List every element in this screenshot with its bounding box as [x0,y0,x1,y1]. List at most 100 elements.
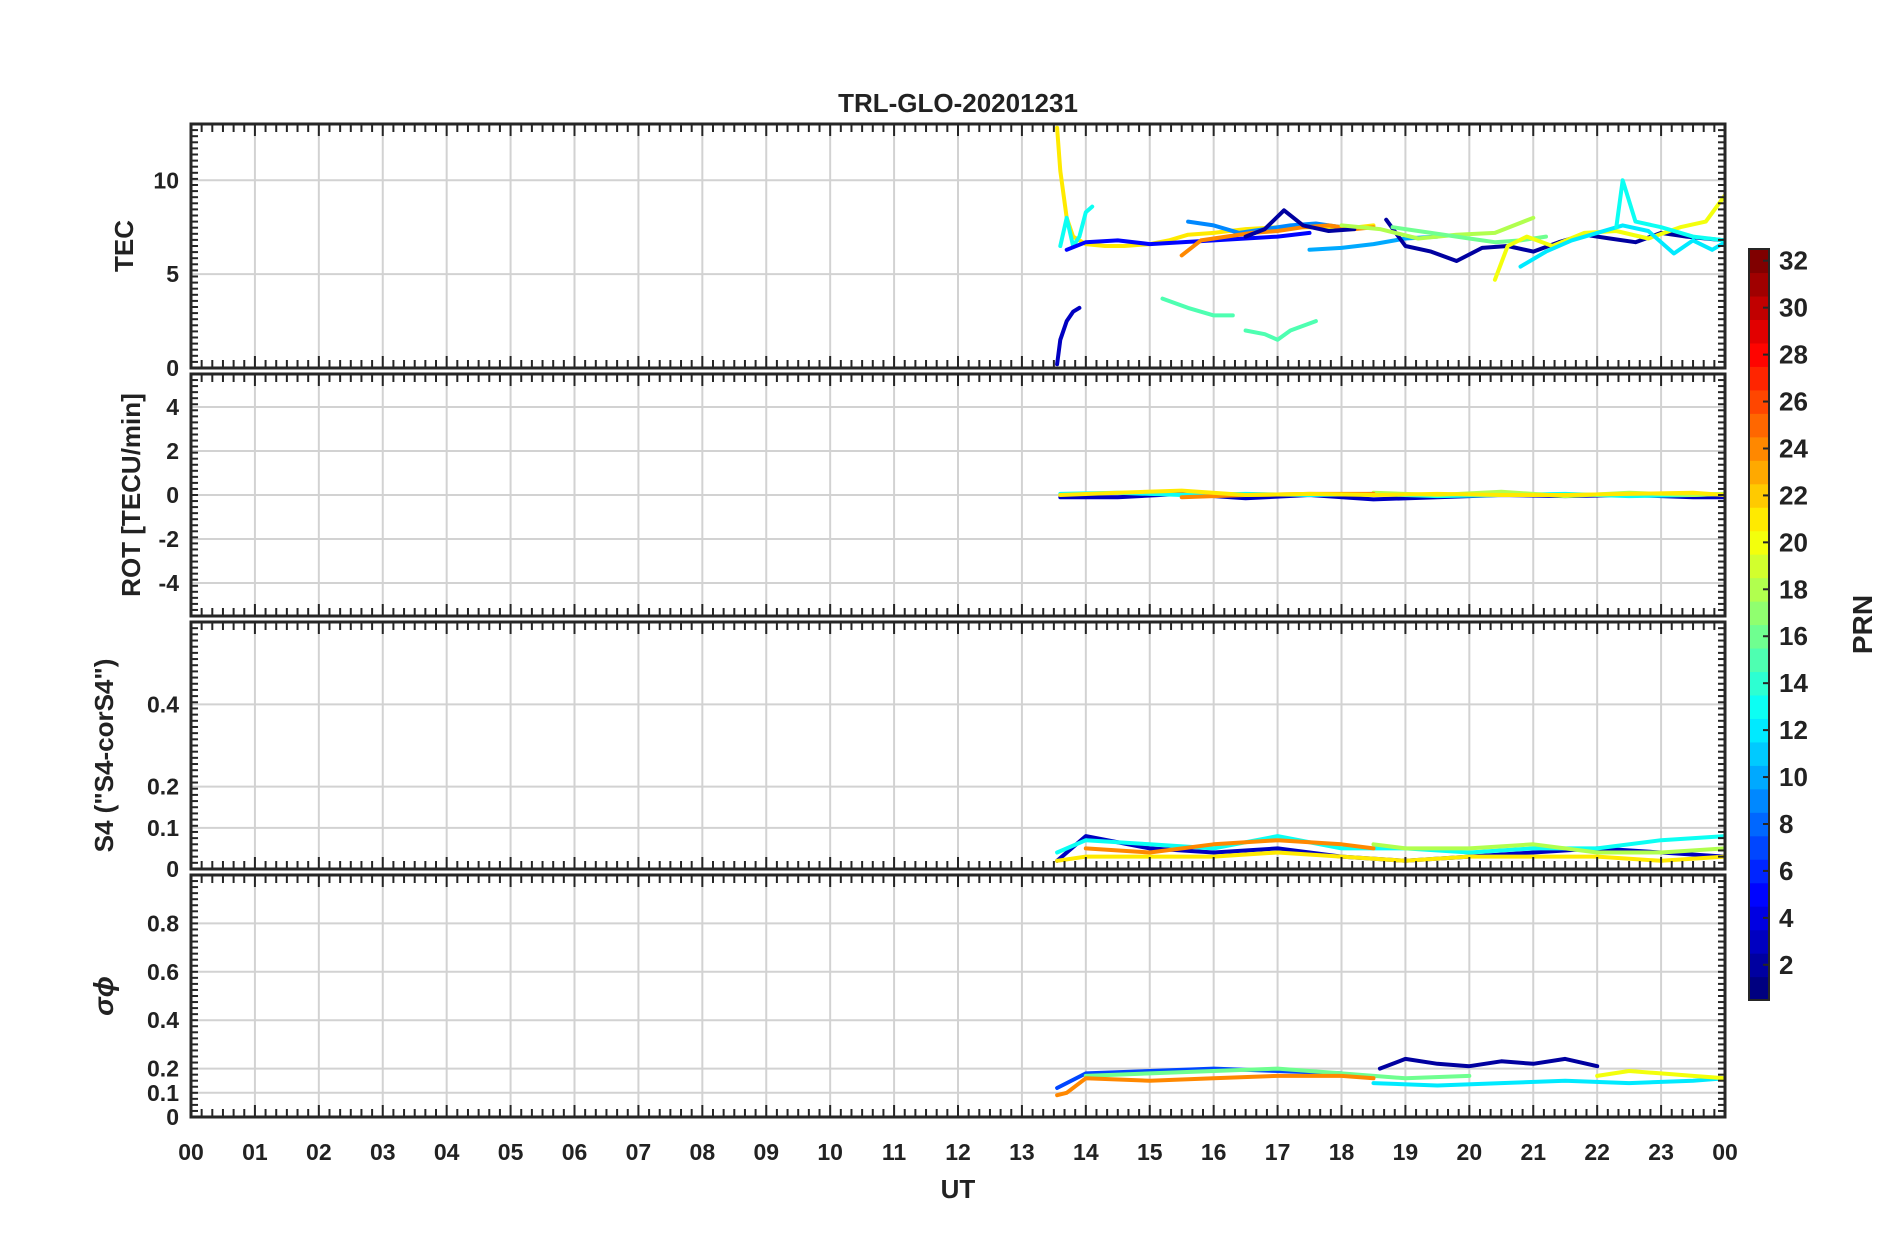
colorbar-segment [1749,741,1769,766]
colorbar-tick-label: 4 [1779,903,1794,933]
x-tick-label: 05 [498,1139,524,1165]
colorbar-segment [1749,483,1769,508]
colorbar-segment [1749,976,1769,1001]
panel-2: -4 -2 0 2 4 ROT [TECU/min] [116,372,1727,618]
series-line-prn-15 [1160,296,1235,318]
x-tick-label: 00 [178,1139,204,1165]
x-tick-label: 08 [690,1139,716,1165]
x-tick-label: 12 [945,1139,971,1165]
x-tick-label: 11 [882,1139,907,1165]
colorbar-segment [1749,694,1769,719]
series-line-prn-20 [1595,1069,1725,1081]
colorbar-segment [1749,624,1769,649]
series-line-prn-2 [1243,208,1357,239]
y-tick-label: 10 [153,167,179,193]
y-axis-label: σϕ [88,976,119,1016]
series-line-prn-3 [1055,305,1082,367]
y-tick-label: -2 [159,526,179,552]
series-group [1055,125,1725,367]
series-line-prn-21 [1058,488,1725,497]
series-group [1055,1056,1725,1098]
colorbar-segment [1749,413,1769,438]
colorbar-segment [1749,319,1769,344]
colorbar-tick-label: 8 [1779,809,1793,839]
series-group [1055,834,1725,863]
colorbar-segment [1749,953,1769,978]
colorbar-tick-label: 12 [1779,715,1808,745]
colorbar-tick-label: 18 [1779,574,1808,604]
colorbar-tick-label: 16 [1779,621,1808,651]
x-tick-label: 02 [306,1139,332,1165]
panel-4: 00.10.2 0.4 0.6 0.8 σϕ [88,873,1727,1130]
colorbar-segment [1749,389,1769,414]
series-line-prn-2 [1377,1056,1600,1071]
panel-1: 0 5 10 TEC [109,122,1727,381]
series-line-prn-24 [1083,838,1376,855]
colorbar-label: PRN [1847,595,1878,654]
colorbar-segment [1749,577,1769,602]
colorbar-tick-label: 22 [1779,480,1808,510]
colorbar-segment [1749,718,1769,743]
series-line-prn-21 [1055,850,1725,863]
x-tick-label: 06 [562,1139,588,1165]
x-tick-label: 14 [1073,1139,1099,1165]
colorbar-segment [1749,671,1769,696]
colorbar-tick-label: 32 [1779,246,1808,276]
colorbar-segment [1749,906,1769,931]
series-line-prn-24 [1055,1073,1376,1098]
series-line-prn-12 [1371,1076,1725,1088]
colorbar-segment [1749,436,1769,461]
x-tick-label: 15 [1137,1139,1163,1165]
colorbar-segment [1749,835,1769,860]
colorbar-tick-label: 14 [1779,668,1808,698]
colorbar-segment [1749,366,1769,391]
colorbar-segment [1749,601,1769,626]
series-line-prn-5 [1064,230,1312,252]
chart-title: TRL-GLO-20201231 [838,88,1078,118]
x-tick-label: 19 [1393,1139,1419,1165]
x-tick-label: 21 [1520,1139,1546,1165]
colorbar-segment [1749,859,1769,884]
y-tick-label: 0.1 [147,815,179,841]
panel-3: 0 0.1 0.2 0.4 S4 ("S4-corS4") [89,620,1727,882]
colorbar-segment [1749,249,1769,274]
x-tick-label: 00 [1712,1139,1738,1165]
x-tick-label: 22 [1584,1139,1610,1165]
y-tick-label: 0.4 [147,1007,179,1033]
series-line-prn-13 [1058,204,1095,248]
y-tick-label: 0 [166,355,179,381]
y-tick-label: 0.1 [147,1080,179,1106]
y-tick-label: 0.8 [147,910,179,936]
x-tick-label: 18 [1329,1139,1355,1165]
y-tick-label: 0.4 [147,691,179,717]
colorbar-segment [1749,530,1769,555]
colorbar-frame [1748,248,1770,1001]
y-tick-label: 0.2 [147,774,179,800]
x-tick-label: 13 [1009,1139,1035,1165]
colorbar-segment [1749,788,1769,813]
colorbar-tick-label: 28 [1779,340,1808,370]
y-axis-label: TEC [109,220,139,272]
colorbar-segment [1749,342,1769,367]
y-tick-label: -4 [159,570,180,596]
colorbar-tick-label: 24 [1779,433,1808,463]
y-tick-label: 0.2 [147,1056,179,1082]
series-line-prn-21 [1055,125,1376,248]
x-tick-label: 20 [1457,1139,1483,1165]
series-line-prn-15 [1243,319,1318,342]
colorbar-tick-label: 20 [1779,527,1808,557]
series-line-prn-12 [1518,223,1725,269]
x-tick-label: 23 [1648,1139,1674,1165]
x-tick-label: 03 [370,1139,396,1165]
x-tick-label: 09 [753,1139,779,1165]
x-tick-label: 17 [1265,1139,1291,1165]
y-axis-label: ROT [TECU/min] [116,393,146,597]
x-tick-label: 07 [626,1139,652,1165]
y-tick-label: 5 [166,261,179,287]
y-tick-label: 0.6 [147,959,179,985]
colorbar-tick-label: 2 [1779,950,1793,980]
x-tick-label: 16 [1201,1139,1227,1165]
y-axis-label: S4 ("S4-corS4") [89,659,119,853]
colorbar-segment [1749,507,1769,532]
colorbar-segment [1749,765,1769,790]
